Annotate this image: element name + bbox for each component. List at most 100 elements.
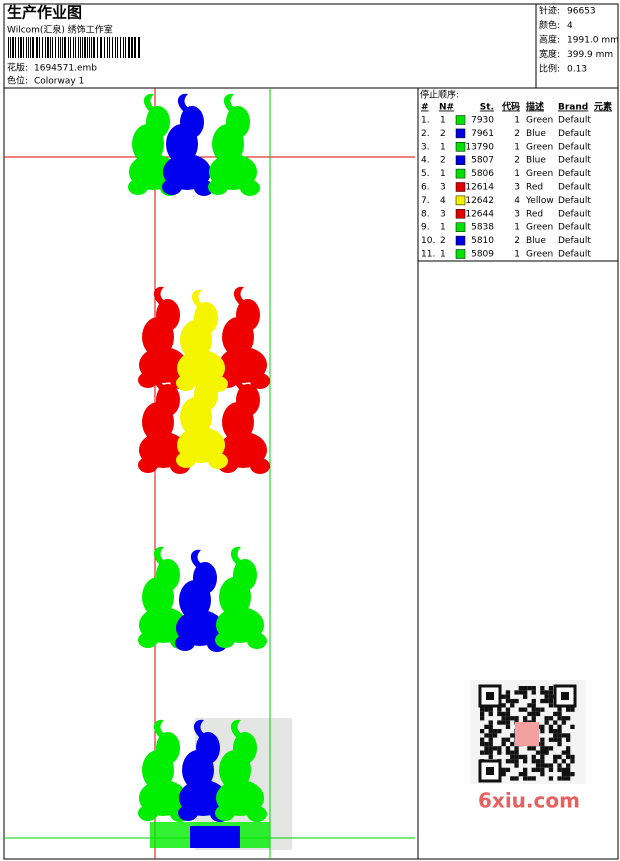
- table-cell: 8.: [421, 209, 430, 219]
- table-cell: 1: [440, 250, 446, 260]
- label: 色位:: [7, 75, 28, 87]
- qr-module: [523, 772, 528, 777]
- qr-module: [488, 724, 493, 729]
- bar-stripe: [87, 37, 88, 58]
- qr-module: [514, 763, 519, 768]
- table-cell: 1: [440, 142, 446, 152]
- table-cell: 5.: [421, 169, 430, 179]
- qr-module: [557, 711, 562, 717]
- label: 花版:: [7, 62, 28, 74]
- qr-module: [480, 729, 485, 734]
- qr-module: [518, 707, 523, 712]
- qr-finder: [486, 767, 494, 775]
- bar-stripe: [70, 37, 71, 58]
- qr-module: [566, 716, 571, 721]
- color-swatch: [455, 235, 466, 246]
- summary-value: 1991.0 mm: [567, 36, 619, 46]
- table-cell: 5838: [471, 223, 494, 233]
- qr-module: [561, 767, 566, 772]
- qr-module: [510, 741, 515, 747]
- table-cell: 10.: [421, 236, 435, 246]
- qr-module: [518, 772, 523, 777]
- qr-module: [510, 733, 515, 738]
- qr-module: [480, 741, 485, 747]
- qr-module: [527, 703, 532, 708]
- table-cell: Default: [558, 129, 591, 139]
- qr-module: [557, 707, 562, 712]
- table-cell: 3: [440, 183, 446, 193]
- table-cell: Default: [558, 223, 591, 233]
- table-cell: Default: [558, 236, 591, 246]
- qr-module: [531, 690, 536, 695]
- qr-module: [553, 720, 558, 725]
- bar-stripe: [32, 37, 34, 58]
- table-cell: 5809: [471, 250, 494, 260]
- qr-module: [505, 746, 511, 751]
- qr-module: [497, 720, 502, 725]
- column-header: Brand: [558, 103, 588, 113]
- qr-module: [492, 733, 498, 738]
- qr-module: [505, 750, 511, 755]
- qr-module: [540, 707, 545, 712]
- qr-module: [488, 729, 493, 734]
- table-cell: Green: [526, 223, 553, 233]
- table-cell: Default: [558, 196, 591, 206]
- qr-module: [523, 694, 528, 699]
- table-cell: Default: [558, 250, 591, 260]
- qr-module: [548, 763, 554, 768]
- column-header: 元素: [594, 101, 612, 113]
- qr-module: [544, 716, 549, 721]
- color-swatch: [455, 182, 466, 192]
- qr-module: [492, 729, 498, 734]
- qr-module: [548, 746, 554, 751]
- table-cell: 1: [514, 116, 520, 126]
- color-swatch: [455, 222, 466, 232]
- table-cell: Default: [558, 156, 591, 166]
- bar-stripe: [125, 37, 126, 58]
- qr-module: [535, 763, 541, 768]
- qr-module: [484, 707, 489, 712]
- qr-module: [484, 750, 489, 755]
- qr-module: [501, 772, 506, 777]
- table-cell: 1.: [421, 116, 430, 126]
- qr-module: [548, 776, 554, 781]
- qr-module: [540, 750, 545, 755]
- bar-stripe: [42, 37, 43, 58]
- qr-module: [566, 776, 571, 781]
- qr-module: [518, 754, 523, 760]
- table-cell: 3.: [421, 142, 430, 152]
- qr-module: [488, 746, 493, 751]
- table-cell: Green: [526, 250, 553, 260]
- color-swatch: [455, 168, 466, 179]
- table-title: 停止顺序:: [420, 89, 459, 101]
- design-file: 1694571.emb: [34, 64, 97, 74]
- qr-module: [540, 686, 545, 691]
- qr-module: [540, 767, 545, 772]
- bar-stripe: [78, 37, 79, 58]
- qr-module: [488, 741, 493, 747]
- qr-module: [566, 767, 571, 772]
- stamp: [515, 722, 539, 746]
- qr-module: [544, 694, 549, 699]
- bar-stripe: [89, 37, 90, 58]
- bar-stripe: [20, 37, 22, 58]
- bar-stripe: [36, 37, 38, 58]
- qr-module: [557, 754, 562, 760]
- qr-module: [531, 776, 536, 781]
- qr-module: [566, 746, 571, 751]
- table-cell: Default: [558, 209, 591, 219]
- bar-stripe: [138, 37, 140, 58]
- qr-module: [488, 754, 493, 760]
- table-cell: 2: [440, 156, 446, 166]
- table-cell: 2: [440, 129, 446, 139]
- qr-module: [505, 720, 511, 725]
- qr-module: [523, 690, 528, 695]
- qr-module: [557, 737, 562, 742]
- table-cell: Red: [526, 183, 543, 193]
- qr-module: [480, 707, 485, 712]
- qr-module: [505, 698, 511, 704]
- table-cell: 1: [514, 223, 520, 233]
- qr-module: [523, 686, 528, 691]
- summary-label: 比例:: [539, 63, 560, 75]
